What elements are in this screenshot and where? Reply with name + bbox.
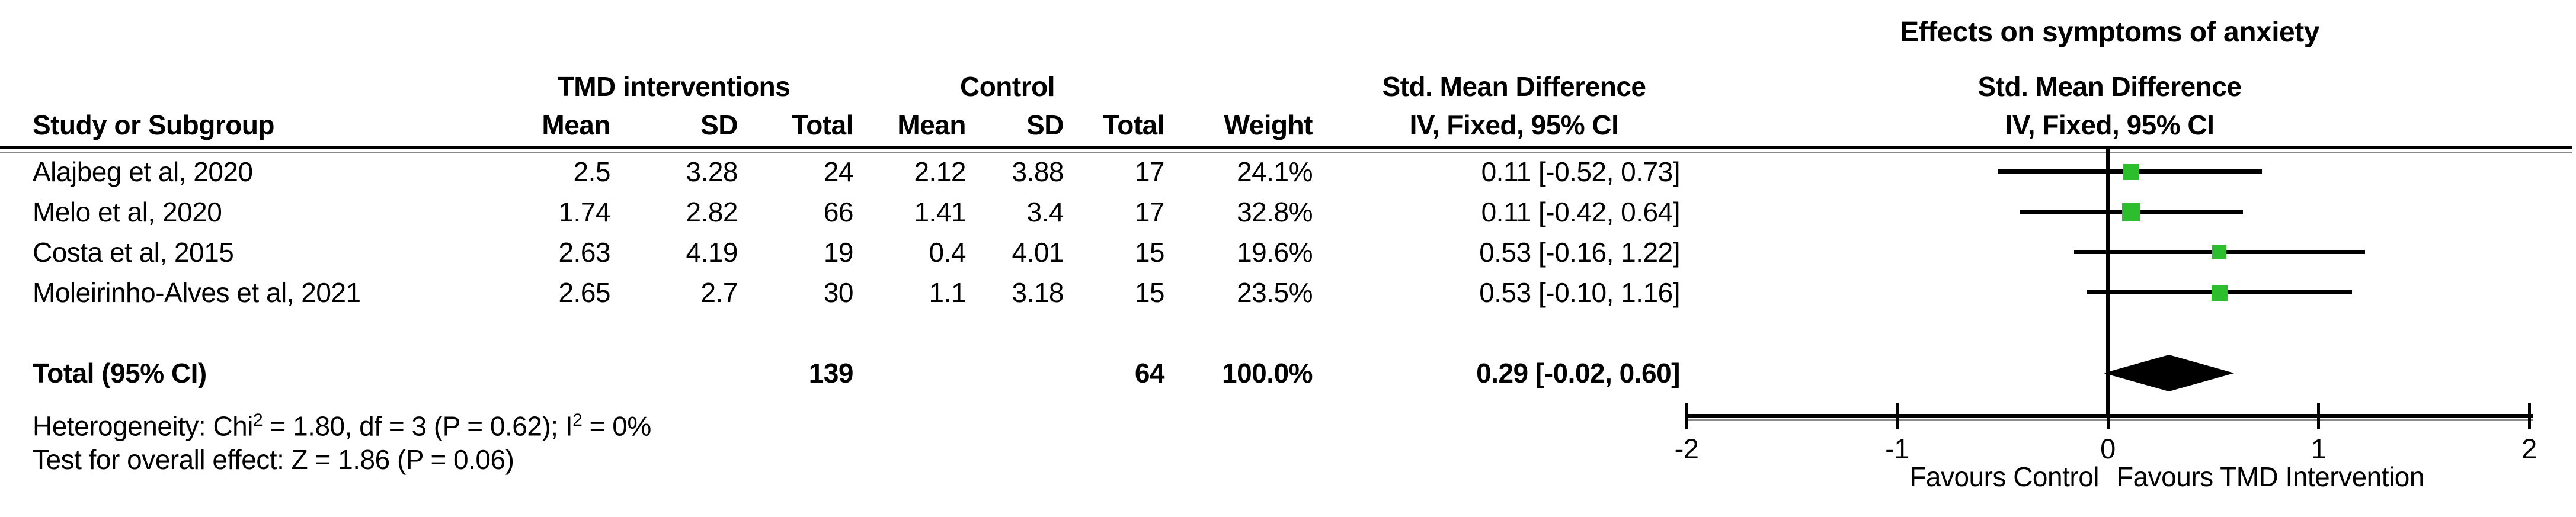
control-sd-cell: 3.18 <box>1012 277 1064 308</box>
tmd-mean-cell: 2.5 <box>573 156 611 187</box>
weight-cell: 19.6% <box>1237 237 1313 268</box>
axis-tick-label: 0 <box>2100 433 2116 464</box>
total-weight: 100.0% <box>1221 358 1313 388</box>
tmd-total-cell: 19 <box>823 237 854 268</box>
heterogeneity-mid: = 1.80, df = 3 (P = 0.62); I <box>263 410 573 442</box>
tmd-total-cell: 30 <box>823 277 854 308</box>
study-name: Alajbeg et al, 2020 <box>33 156 253 187</box>
axis-tick <box>1685 403 1688 429</box>
weight-cell: 32.8% <box>1237 197 1313 227</box>
total-row-label: Total (95% CI) <box>33 358 207 388</box>
plot-header-line1: Std. Mean Difference <box>1977 71 2242 102</box>
ci-text-cell: 0.53 [-0.10, 1.16] <box>1479 277 1680 308</box>
axis-tick-label: -1 <box>1885 433 1909 464</box>
tmd-total-cell: 66 <box>823 197 854 227</box>
control-mean-cell: 2.12 <box>914 156 966 187</box>
control-sd-cell: 3.4 <box>1026 197 1064 227</box>
i-squared-sup: 2 <box>572 410 583 430</box>
control-total-cell: 17 <box>1134 156 1165 187</box>
axis-tick <box>1896 403 1899 429</box>
tmd-sd-cell: 4.19 <box>686 237 738 268</box>
plot-header-line2: IV, Fixed, 95% CI <box>2005 110 2215 140</box>
ci-text-cell: 0.53 [-0.16, 1.22] <box>1479 237 1680 268</box>
heterogeneity-suffix: = 0% <box>582 410 652 442</box>
study-name: Moleirinho-Alves et al, 2021 <box>33 277 361 308</box>
col-header-control-total: Total <box>1103 110 1164 140</box>
study-name: Costa et al, 2015 <box>33 237 234 268</box>
total-ci-text: 0.29 [-0.02, 0.60] <box>1476 358 1680 388</box>
weight-cell: 24.1% <box>1237 156 1313 187</box>
axis-tick-label: 2 <box>2521 433 2537 464</box>
chi-squared-sup: 2 <box>252 410 263 430</box>
tmd-mean-cell: 2.63 <box>558 237 610 268</box>
col-header-weight: Weight <box>1224 110 1313 140</box>
ci-text-cell: 0.11 [-0.52, 0.73] <box>1481 156 1681 187</box>
col-header-study: Study or Subgroup <box>33 110 275 140</box>
study-name: Melo et al, 2020 <box>33 197 222 227</box>
control-mean-cell: 1.41 <box>914 197 966 227</box>
control-mean-cell: 1.1 <box>929 277 967 308</box>
tmd-sd-cell: 2.7 <box>700 277 738 308</box>
control-total-cell: 17 <box>1134 197 1165 227</box>
favours-left-label: Favours Control <box>1909 461 2099 492</box>
header-separator-line <box>0 146 2572 149</box>
control-mean-cell: 0.4 <box>929 237 967 268</box>
total-tmd-n: 139 <box>808 358 854 388</box>
zero-reference-line <box>2106 149 2110 417</box>
col-header-control-sd: SD <box>1026 110 1064 140</box>
header-separator-shadow <box>0 152 2572 153</box>
effect-marker-square <box>2211 284 2228 301</box>
tmd-mean-cell: 2.65 <box>558 277 610 308</box>
axis-tick <box>2317 403 2320 429</box>
weight-cell: 23.5% <box>1237 277 1313 308</box>
effect-marker-square <box>2212 245 2227 259</box>
tmd-mean-cell: 1.74 <box>558 197 610 227</box>
favours-right-label: Favours TMD Intervention <box>2117 461 2424 492</box>
axis-tick <box>2527 403 2531 429</box>
summary-diamond <box>2103 355 2235 391</box>
col-header-tmd-mean: Mean <box>542 110 610 140</box>
total-control-n: 64 <box>1134 358 1165 388</box>
control-total-cell: 15 <box>1134 277 1165 308</box>
ci-text-cell: 0.11 [-0.42, 0.64] <box>1481 197 1681 227</box>
tmd-sd-cell: 2.82 <box>686 197 738 227</box>
effect-marker-square <box>2121 203 2140 221</box>
smd-col-header-line2: IV, Fixed, 95% CI <box>1409 110 1619 140</box>
col-header-control-mean: Mean <box>897 110 966 140</box>
group-header-tmd: TMD interventions <box>557 71 791 102</box>
heterogeneity-prefix: Heterogeneity: Chi <box>33 410 253 442</box>
tmd-sd-cell: 3.28 <box>686 156 738 187</box>
control-total-cell: 15 <box>1134 237 1165 268</box>
group-header-control: Control <box>959 71 1055 102</box>
col-header-tmd-total: Total <box>792 110 853 140</box>
plot-title: Effects on symptoms of anxiety <box>1900 17 2319 48</box>
heterogeneity-text: Heterogeneity: Chi2 = 1.80, df = 3 (P = … <box>33 400 651 441</box>
col-header-tmd-sd: SD <box>700 110 738 140</box>
axis-tick <box>2106 403 2110 429</box>
smd-col-header-line1: Std. Mean Difference <box>1382 71 1647 102</box>
overall-effect-text: Test for overall effect: Z = 1.86 (P = 0… <box>33 444 514 475</box>
axis-tick-label: -2 <box>1674 433 1699 464</box>
control-sd-cell: 4.01 <box>1012 237 1064 268</box>
effect-marker-square <box>2123 163 2139 180</box>
control-sd-cell: 3.88 <box>1012 156 1064 187</box>
axis-tick-label: 1 <box>2311 433 2327 464</box>
tmd-total-cell: 24 <box>823 156 854 187</box>
